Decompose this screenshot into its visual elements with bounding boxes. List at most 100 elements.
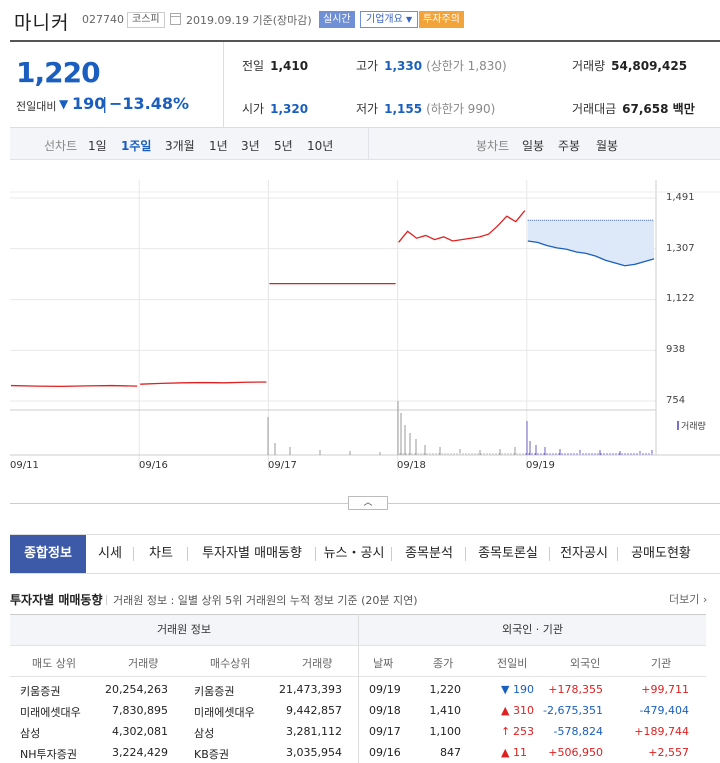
down-arrow-icon: ▼ bbox=[501, 683, 510, 696]
investment-warning-badge: 투자주의 bbox=[419, 11, 464, 28]
column-headers: 날짜 종가 전일비 외국인 기관 bbox=[359, 645, 706, 677]
chevron-down-icon: ▼ bbox=[406, 15, 413, 24]
seller-name: 키움증권 bbox=[20, 685, 61, 698]
x-tick-label: 09/16 bbox=[139, 460, 168, 471]
seller-volume: 7,830,895 bbox=[112, 704, 168, 717]
prev-close-label: 전일 bbox=[242, 59, 265, 73]
tab-chart[interactable]: 차트 bbox=[134, 535, 188, 573]
change-cell: 190 bbox=[513, 683, 534, 696]
prev-close: 전일 1,410 bbox=[242, 57, 308, 74]
period-1y[interactable]: 1년 bbox=[209, 139, 228, 153]
tab-overview[interactable]: 종합정보 bbox=[10, 535, 86, 573]
period-10y[interactable]: 10년 bbox=[307, 139, 334, 153]
column-header: 기관 bbox=[651, 657, 672, 670]
tab-discussion[interactable]: 종목토론실 bbox=[466, 535, 550, 573]
divider bbox=[368, 128, 369, 159]
tab-news[interactable]: 뉴스・공시 bbox=[316, 535, 392, 573]
divider bbox=[549, 547, 550, 561]
foreigner-cell: -2,675,351 bbox=[543, 704, 603, 717]
tab-label: 투자자별 매매동향 bbox=[202, 546, 302, 561]
candle-monthly[interactable]: 월봉 bbox=[596, 139, 619, 153]
y-tick-label: 754 bbox=[666, 395, 686, 406]
buyer-name: KB증권 bbox=[194, 748, 229, 761]
column-header: 거래량 bbox=[302, 657, 333, 670]
company-overview-button[interactable]: 기업개요 ▼ bbox=[360, 11, 419, 28]
column-header: 매수상위 bbox=[210, 657, 251, 670]
low-price: 저가 1,155 (하한가 990) bbox=[356, 100, 495, 117]
change-cell: 310 bbox=[513, 704, 534, 717]
up-arrow-icon: ▲ bbox=[501, 746, 510, 759]
price-chart[interactable]: 1,491 1,307 1,122 938 754 거래량 09/11 09/1… bbox=[0, 180, 720, 480]
period-3y[interactable]: 3년 bbox=[241, 139, 260, 153]
trade-value-value: 67,658 백만 bbox=[622, 102, 695, 116]
section-description: 거래원 정보 : 일별 상위 5위 거래원의 누적 정보 기준 (20분 지연) bbox=[106, 594, 418, 607]
close-cell: 1,100 bbox=[429, 725, 462, 738]
volume: 거래량 54,809,425 bbox=[572, 57, 687, 74]
prev-close-value: 1,410 bbox=[270, 59, 309, 73]
buyer-name: 미래에셋대우 bbox=[194, 706, 255, 719]
divider bbox=[617, 547, 618, 561]
chevron-up-icon: ︿ bbox=[363, 498, 373, 508]
x-tick-label: 09/11 bbox=[10, 460, 39, 471]
column-header: 전일비 bbox=[497, 657, 528, 670]
tab-label: 종목분석 bbox=[405, 546, 453, 561]
table-row: 키움증권 20,254,263 키움증권 21,473,393 bbox=[10, 683, 358, 704]
institution-cell: -479,404 bbox=[639, 704, 689, 717]
table-row: 미래에셋대우 7,830,895 미래에셋대우 9,442,857 bbox=[10, 704, 358, 725]
up-arrow-icon: ↑ bbox=[501, 725, 511, 738]
collapse-chart-button[interactable]: ︿ bbox=[348, 496, 388, 510]
close-cell: 847 bbox=[440, 746, 461, 759]
tab-investor-trading[interactable]: 투자자별 매매동향 bbox=[188, 535, 316, 573]
tab-quotes[interactable]: 시세 bbox=[86, 535, 134, 573]
more-link[interactable]: 더보기 › bbox=[669, 591, 707, 607]
current-price-panel: 1,220 전일대비 ▼ 190 | −13.48% bbox=[10, 42, 224, 128]
realtime-button[interactable]: 실시간 bbox=[319, 11, 355, 28]
candle-daily[interactable]: 일봉 bbox=[522, 139, 545, 153]
broker-table: 거래원 정보 매도 상위 거래량 매수상위 거래량 키움증권 20,254,26… bbox=[10, 614, 358, 763]
seller-name: 미래에셋대우 bbox=[20, 706, 81, 719]
divider bbox=[391, 547, 392, 561]
price-line-09-19 bbox=[527, 240, 655, 267]
foreign-institution-table: 외국인 · 기관 날짜 종가 전일비 외국인 기관 09/19 1,220 ▼ 190… bbox=[359, 614, 706, 763]
high-price: 고가 1,330 (상한가 1,830) bbox=[356, 57, 507, 74]
period-1w[interactable]: 1주일 bbox=[121, 139, 152, 153]
change-cell: 11 bbox=[513, 746, 527, 759]
tab-analysis[interactable]: 종목분석 bbox=[392, 535, 466, 573]
high-value: 1,330 bbox=[384, 59, 423, 73]
down-arrow-icon: ▼ bbox=[59, 97, 69, 111]
volume-legend: 거래량 bbox=[677, 419, 706, 432]
table-row: 09/17 1,100 ↑ 253 -578,824 +189,744 bbox=[359, 725, 706, 746]
table-row: 09/19 1,220 ▼ 190 +178,355 +99,711 bbox=[359, 683, 706, 704]
date-cell: 09/19 bbox=[369, 683, 401, 696]
tab-label: 종목토론실 bbox=[478, 546, 538, 561]
price-line-09-18 bbox=[398, 210, 526, 243]
seller-volume: 20,254,263 bbox=[105, 683, 168, 696]
column-header: 거래량 bbox=[128, 657, 159, 670]
institution-cell: +2,557 bbox=[648, 746, 689, 759]
period-1d[interactable]: 1일 bbox=[88, 139, 107, 153]
volume-value: 54,809,425 bbox=[611, 59, 688, 73]
tab-label: 시세 bbox=[98, 546, 122, 561]
stock-name: 마니커 bbox=[14, 12, 70, 34]
y-tick-label: 1,307 bbox=[666, 243, 695, 254]
stock-code: 027740 bbox=[82, 13, 124, 26]
period-5y[interactable]: 5년 bbox=[274, 139, 293, 153]
table-header: 외국인 · 기관 bbox=[359, 614, 706, 645]
candle-weekly[interactable]: 주봉 bbox=[558, 139, 581, 153]
open-label: 시가 bbox=[242, 102, 265, 116]
candle-chart-label: 봉차트 bbox=[476, 139, 510, 153]
low-label: 저가 bbox=[356, 102, 379, 116]
column-header: 외국인 bbox=[570, 657, 601, 670]
buyer-volume: 9,442,857 bbox=[286, 704, 342, 717]
x-tick-label: 09/19 bbox=[526, 460, 555, 471]
price-change: 190 bbox=[72, 94, 106, 113]
tab-disclosure[interactable]: 전자공시 bbox=[550, 535, 618, 573]
table-divider bbox=[358, 614, 359, 763]
x-tick-label: 09/18 bbox=[397, 460, 426, 471]
buyer-name: 삼성 bbox=[194, 727, 215, 740]
tab-short-selling[interactable]: 공매도현황 bbox=[618, 535, 704, 573]
price-chart-svg bbox=[10, 180, 720, 470]
period-3m[interactable]: 3개월 bbox=[165, 139, 195, 153]
close-cell: 1,220 bbox=[429, 683, 462, 696]
date-cell: 09/17 bbox=[369, 725, 401, 738]
